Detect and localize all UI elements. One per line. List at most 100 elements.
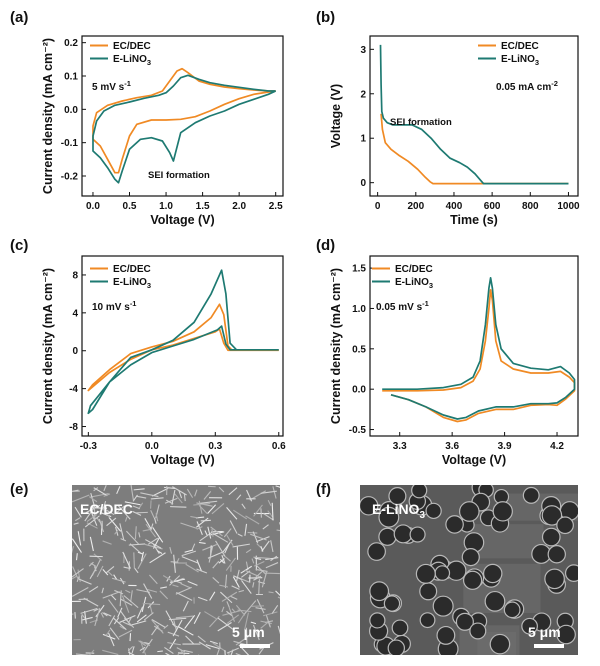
fiber — [157, 650, 163, 653]
fiber — [74, 506, 82, 518]
fiber — [145, 539, 162, 549]
fiber — [103, 493, 111, 497]
fiber — [132, 505, 141, 510]
fiber — [76, 576, 80, 582]
fiber — [94, 607, 101, 627]
y-tick-label: -4 — [69, 384, 78, 395]
x-tick-label: 4.2 — [550, 441, 564, 452]
x-axis-label: Voltage (V) — [150, 213, 214, 227]
sphere — [492, 501, 513, 522]
fiber — [167, 642, 181, 646]
fiber — [258, 579, 261, 595]
fiber — [150, 497, 164, 500]
fiber — [90, 562, 97, 567]
fiber — [215, 540, 226, 557]
y-tick-label: 2 — [360, 89, 366, 100]
fiber — [185, 635, 195, 645]
image-label-ec-dec: EC/DEC — [80, 501, 133, 517]
fiber — [211, 528, 214, 537]
fiber — [100, 612, 104, 618]
fiber — [272, 486, 277, 499]
fiber — [80, 607, 98, 614]
fiber — [119, 625, 125, 630]
fiber — [255, 568, 268, 572]
fiber — [150, 510, 155, 519]
fiber — [171, 489, 176, 505]
sphere — [360, 496, 379, 516]
fiber — [177, 654, 179, 655]
fiber — [140, 492, 159, 498]
fiber — [176, 557, 180, 564]
fiber — [151, 625, 159, 636]
fiber — [164, 497, 178, 504]
x-tick-label: 400 — [446, 201, 463, 212]
fiber — [120, 598, 133, 606]
fiber — [138, 532, 141, 538]
sphere — [432, 595, 454, 617]
sphere — [415, 563, 436, 584]
fiber — [150, 500, 152, 509]
y-tick-label: 1.0 — [352, 304, 366, 315]
fiber — [126, 530, 139, 545]
fiber — [72, 490, 80, 493]
y-tick-label: 3 — [360, 45, 366, 56]
legend-label: E-LiNO3 — [113, 277, 151, 290]
fiber — [175, 615, 194, 619]
fiber — [75, 517, 81, 522]
fiber — [108, 517, 122, 532]
legend-label: EC/DEC — [395, 264, 433, 275]
fiber — [209, 615, 220, 628]
fiber — [164, 647, 174, 655]
fiber — [270, 540, 274, 553]
x-tick-label: 1000 — [557, 201, 580, 212]
fiber — [218, 486, 225, 493]
sphere — [547, 545, 566, 564]
fiber — [135, 495, 147, 499]
x-axis-label: Time (s) — [450, 213, 498, 227]
sphere — [503, 601, 521, 619]
sphere — [419, 582, 438, 601]
fiber — [151, 487, 169, 497]
fiber — [262, 524, 269, 530]
fiber — [133, 552, 135, 569]
sphere — [484, 590, 506, 612]
fiber — [145, 523, 157, 538]
fiber — [261, 571, 268, 588]
x-tick-label: 2.0 — [232, 201, 246, 212]
fiber — [263, 513, 274, 521]
fiber — [261, 540, 270, 552]
fiber — [98, 518, 104, 533]
fiber — [150, 523, 154, 531]
fiber — [210, 526, 223, 537]
sphere — [378, 527, 397, 546]
annotation-sei: SEI formation — [148, 170, 210, 181]
fiber — [90, 492, 109, 498]
fiber — [193, 502, 211, 506]
fiber — [151, 618, 166, 629]
fiber — [236, 569, 240, 582]
y-tick-label: 4 — [72, 308, 78, 319]
fiber — [190, 515, 199, 519]
fiber — [244, 612, 249, 631]
fiber — [114, 589, 124, 595]
fiber — [108, 615, 116, 627]
fiber — [86, 514, 98, 522]
fiber — [89, 536, 94, 552]
x-tick-label: 0 — [375, 201, 381, 212]
y-tick-label: 0 — [360, 178, 366, 189]
fiber — [202, 543, 217, 551]
condition-label: 10 mV s-1 — [92, 299, 136, 313]
fiber — [106, 566, 115, 574]
fiber — [232, 543, 250, 548]
fiber — [252, 531, 259, 544]
fiber — [263, 572, 280, 575]
y-tick-label: 0.0 — [352, 385, 366, 396]
scale-bar — [534, 644, 564, 648]
fiber — [275, 590, 280, 597]
fiber — [72, 613, 74, 615]
sem-image-ec-dec: (e) EC/DEC 5 μm — [10, 481, 280, 655]
fiber — [143, 583, 153, 599]
fiber — [149, 603, 153, 614]
fiber — [109, 627, 120, 640]
fiber — [243, 600, 257, 615]
